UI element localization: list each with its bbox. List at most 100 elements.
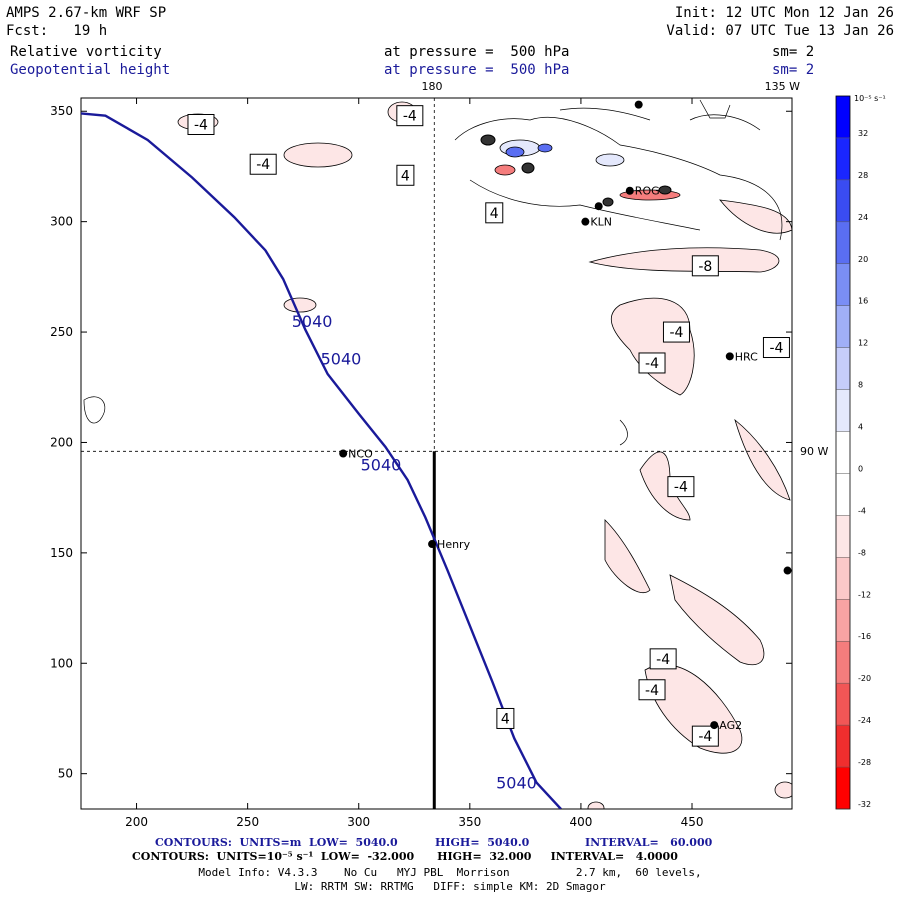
colorbar-segment bbox=[836, 137, 850, 180]
vorticity-label: -4 bbox=[669, 325, 683, 341]
vorticity-label: -4 bbox=[656, 652, 670, 668]
vorticity-label-box bbox=[638, 679, 666, 701]
colorbar-tick-label: 8 bbox=[858, 381, 863, 390]
colorbar-segment bbox=[836, 389, 850, 432]
model-title: AMPS 2.67-km WRF SP bbox=[6, 5, 167, 21]
station-dot bbox=[339, 449, 348, 458]
station-dot bbox=[625, 186, 634, 195]
geopotential-line-5040 bbox=[81, 112, 562, 809]
x-tick-label: 350 bbox=[458, 815, 481, 829]
x-tick-label: 400 bbox=[569, 815, 592, 829]
y-tick-label: 300 bbox=[50, 215, 73, 229]
valid-time: Valid: 07 UTC Tue 13 Jan 26 bbox=[666, 23, 894, 39]
colorbar: 32 28 24 20 16 12 8 4 0 -4 -8 -12 -16 -20 -24 -28 -32 bbox=[835, 95, 871, 810]
colorbar-segment bbox=[836, 557, 850, 600]
vorticity-label-box bbox=[691, 255, 719, 277]
colorbar-tick-label: -4 bbox=[858, 506, 866, 515]
field2-pressure: at pressure = 500 hPa bbox=[384, 62, 570, 78]
vorticity-label: -4 bbox=[194, 117, 208, 133]
colorbar-tick-label: -16 bbox=[858, 632, 871, 641]
station-dot bbox=[581, 217, 590, 226]
station-label: NCO bbox=[348, 448, 373, 461]
field2-name: Geopotential height bbox=[10, 62, 171, 78]
colorbar-segment bbox=[836, 96, 850, 138]
vorticity-label: -4 bbox=[645, 683, 659, 699]
colorbar-tick-label: 0 bbox=[858, 464, 863, 473]
init-time: Init: 12 UTC Mon 12 Jan 26 bbox=[674, 5, 894, 21]
vorticity-label-box bbox=[485, 202, 504, 224]
colorbar-segment bbox=[836, 641, 850, 684]
vorticity-label-box bbox=[691, 725, 719, 747]
vorticity-label-box bbox=[667, 476, 695, 498]
y-tick-label: 200 bbox=[50, 435, 73, 449]
colorbar-segment bbox=[836, 179, 850, 222]
colorbar-segment bbox=[836, 473, 850, 516]
vorticity-label: -4 bbox=[769, 341, 783, 357]
vorticity-label-box bbox=[249, 153, 277, 175]
vorticity-label: -4 bbox=[256, 157, 270, 173]
station-dot bbox=[634, 100, 643, 109]
vorticity-labels: -4 -4 -4 4 4 -8 -4 -4 -4 -4 -4 -4 -4 4 bbox=[187, 105, 790, 747]
colorbar-tick-label: -24 bbox=[858, 716, 871, 725]
geopotential-label: 5040 bbox=[321, 350, 362, 369]
geopotential-contour bbox=[81, 112, 562, 809]
field2-smoothing: sm= 2 bbox=[772, 62, 815, 78]
x-tick-label: 300 bbox=[347, 815, 370, 829]
vorticity-label-box bbox=[396, 105, 424, 127]
colorbar-tick-label: 4 bbox=[858, 423, 863, 432]
vorticity-label: -8 bbox=[698, 259, 712, 275]
colorbar-tick-label: 28 bbox=[858, 171, 868, 180]
station-label: AG2 bbox=[719, 719, 742, 732]
station-dot bbox=[783, 566, 792, 575]
colorbar-segment bbox=[836, 263, 850, 306]
forecast-hour: Fcst: 19 h bbox=[6, 23, 108, 39]
x-tick-label: 200 bbox=[125, 815, 148, 829]
geopotential-label: 5040 bbox=[361, 456, 402, 475]
station-label: Henry bbox=[437, 538, 471, 551]
y-tick-label: 150 bbox=[50, 546, 73, 560]
colorbar-segment bbox=[836, 725, 850, 768]
colorbar-segment bbox=[836, 221, 850, 264]
vorticity-shading bbox=[83, 99, 792, 809]
vorticity-label-box bbox=[649, 648, 677, 670]
plot-frame bbox=[80, 97, 793, 810]
footer-contours2: CONTOURS: UNITS=10⁻⁵ s⁻¹ LOW= -32.000 HI… bbox=[132, 850, 678, 863]
colorbar-tick-label: -8 bbox=[858, 548, 866, 557]
y-tick-label: 100 bbox=[50, 656, 73, 670]
vorticity-label-box bbox=[662, 321, 690, 343]
colorbar-tick-label: 12 bbox=[858, 339, 868, 348]
station-label: HRC bbox=[735, 350, 758, 363]
vorticity-label: -4 bbox=[403, 109, 417, 125]
colorbar-segment bbox=[836, 515, 850, 558]
vorticity-label-box bbox=[187, 113, 215, 135]
colorbar-tick-label: 16 bbox=[858, 297, 868, 306]
colorbar-segment bbox=[836, 683, 850, 726]
footer-contours1-a: CONTOURS: UNITS=m LOW= 5040.0 bbox=[155, 836, 398, 849]
lon-180-label: 180 bbox=[422, 80, 443, 93]
colorbar-segment bbox=[836, 599, 850, 642]
y-tick-label: 50 bbox=[58, 767, 73, 781]
footer-contours1-c: INTERVAL= 60.000 bbox=[585, 836, 713, 849]
colorbar-segment bbox=[836, 431, 850, 474]
footer-model-info2: LW: RRTM SW: RRTMG DIFF: simple KM: 2D S… bbox=[294, 880, 606, 893]
x-tick-label: 250 bbox=[236, 815, 259, 829]
geopotential-labels: 5040 5040 5040 5040 bbox=[292, 312, 537, 792]
station-label: KLN bbox=[590, 216, 612, 229]
lon-135w-label: 135 W bbox=[765, 80, 800, 93]
field1-smoothing: sm= 2 bbox=[772, 44, 815, 60]
footer-contours1-b: HIGH= 5040.0 bbox=[435, 836, 530, 849]
colorbar-tick-label: -32 bbox=[858, 800, 871, 809]
vorticity-label-box bbox=[396, 164, 415, 186]
vorticity-label: -4 bbox=[698, 729, 712, 745]
station-dot bbox=[725, 352, 734, 361]
station-dot bbox=[428, 540, 437, 549]
colorbar-tick-label: -20 bbox=[858, 674, 871, 683]
station-dot bbox=[710, 721, 719, 730]
vorticity-label: -4 bbox=[645, 356, 659, 372]
field1-pressure: at pressure = 500 hPa bbox=[384, 44, 570, 60]
geopotential-label: 5040 bbox=[292, 312, 333, 331]
vorticity-label-box bbox=[496, 707, 515, 729]
lon-90w-label: 90 W bbox=[800, 445, 828, 458]
y-tick-label: 250 bbox=[50, 325, 73, 339]
